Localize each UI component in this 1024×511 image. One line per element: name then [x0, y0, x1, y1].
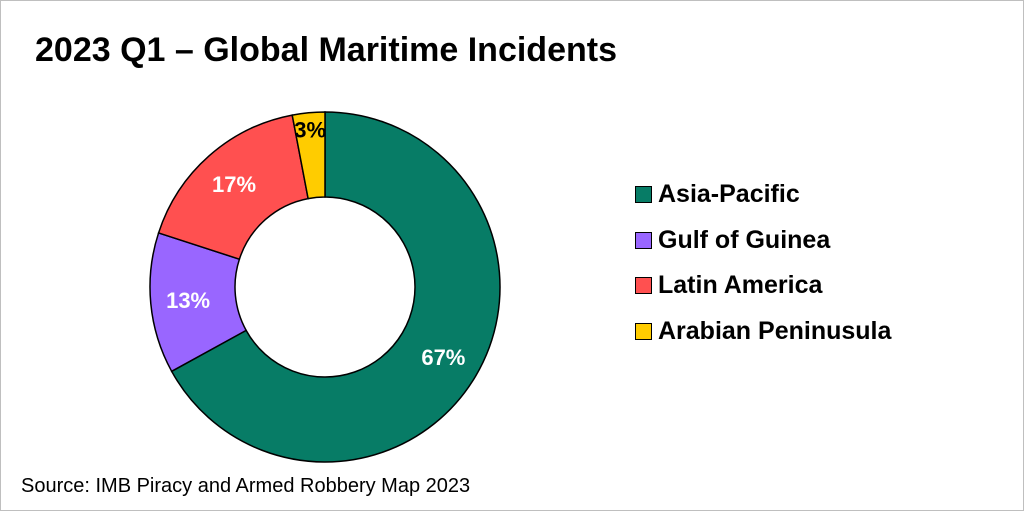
legend-label-arabian-peninusula: Arabian Peninusula	[658, 316, 892, 345]
source-note: Source: IMB Piracy and Armed Robbery Map…	[21, 475, 471, 497]
legend-swatch-arabian-peninusula	[635, 322, 652, 340]
data-label-arabian-peninusula: 3%	[294, 118, 326, 143]
chart-title: 2023 Q1 – Global Maritime Incidents	[35, 31, 617, 69]
data-label-asia-pacific: 67%	[421, 345, 465, 370]
legend-item-gulf-of-guinea: Gulf of Guinea	[635, 218, 891, 264]
legend-swatch-gulf-of-guinea	[635, 231, 652, 249]
legend-item-asia-pacific: Asia-Pacific	[635, 172, 891, 218]
data-label-latin-america: 17%	[212, 172, 256, 197]
chart-legend: Asia-Pacific Gulf of Guinea Latin America A…	[635, 172, 891, 354]
legend-swatch-latin-america	[635, 277, 652, 295]
legend-label-latin-america: Latin America	[658, 271, 823, 300]
data-label-gulf-of-guinea: 13%	[166, 288, 210, 313]
slice-arabian-peninusula	[291, 111, 326, 200]
legend-label-gulf-of-guinea: Gulf of Guinea	[658, 225, 831, 254]
legend-item-arabian-peninusula: Arabian Peninusula	[635, 309, 891, 355]
legend-item-latin-america: Latin America	[635, 263, 891, 309]
legend-swatch-asia-pacific	[635, 186, 652, 204]
slice-asia-pacific	[170, 111, 501, 463]
legend-label-asia-pacific: Asia-Pacific	[658, 180, 800, 209]
